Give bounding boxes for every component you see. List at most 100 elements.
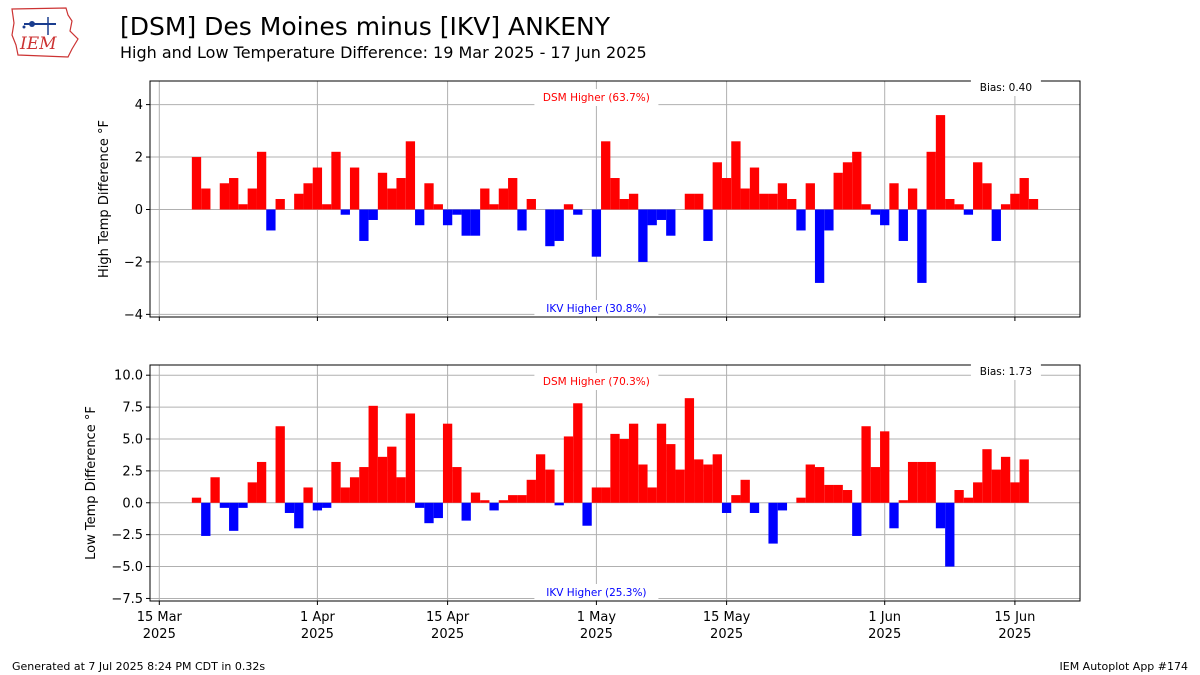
bar-positive — [1000, 456, 1011, 503]
x-tick-year: 2025 — [143, 627, 176, 642]
bar-positive — [898, 500, 908, 503]
bar-positive — [368, 405, 378, 503]
bar-positive — [880, 431, 890, 503]
bar-positive — [982, 183, 992, 210]
bar-positive — [1010, 482, 1020, 503]
bar-positive — [601, 141, 611, 210]
bar-positive — [647, 487, 657, 503]
bar-positive — [331, 461, 341, 503]
bar-positive — [1019, 178, 1029, 210]
bar-positive — [619, 438, 629, 503]
bar-positive — [591, 487, 602, 503]
bar-positive — [322, 204, 332, 210]
bar-positive — [833, 484, 843, 503]
bar-negative — [945, 502, 955, 567]
y-tick-label: 0 — [135, 203, 143, 218]
bar-negative — [322, 502, 332, 508]
bar-positive — [349, 477, 360, 503]
bar-positive — [907, 188, 918, 210]
bar-positive — [694, 193, 704, 210]
bias-label: Bias: 0.40 — [980, 82, 1032, 94]
bar-positive — [945, 199, 955, 210]
bar-positive — [480, 188, 490, 210]
bar-negative — [591, 209, 602, 257]
bar-positive — [1019, 459, 1029, 503]
bias-label-box — [970, 79, 1041, 96]
x-tick-label: 1 Apr — [300, 610, 336, 625]
bar-positive — [954, 204, 964, 210]
bar-positive — [470, 492, 481, 503]
bar-positive — [238, 204, 248, 210]
bar-positive — [861, 204, 871, 210]
bar-positive — [712, 162, 722, 210]
bar-positive — [256, 461, 267, 503]
bar-positive — [861, 426, 871, 503]
bar-positive — [312, 167, 323, 210]
y-tick-label: 10.0 — [114, 369, 143, 384]
bar-positive — [787, 199, 797, 210]
bar-positive — [935, 115, 946, 210]
bar-positive — [628, 193, 639, 210]
bar-positive — [712, 454, 722, 503]
bar-negative — [359, 209, 369, 241]
pos-label-box — [534, 89, 659, 106]
app-label: IEM Autoplot App #174 — [1059, 660, 1189, 673]
bar-negative — [824, 209, 834, 231]
bar-positive — [731, 495, 741, 503]
bar-negative — [461, 502, 471, 521]
bar-negative — [442, 209, 453, 226]
bar-negative — [554, 209, 564, 241]
bar-positive — [275, 426, 285, 503]
bar-positive — [508, 178, 518, 210]
bar-negative — [266, 209, 276, 231]
bar-positive — [303, 183, 313, 210]
bar-positive — [294, 193, 304, 210]
bar-negative — [666, 209, 676, 236]
bar-negative — [554, 502, 564, 506]
bar-negative — [470, 209, 481, 236]
bar-positive — [694, 459, 704, 503]
bar-negative — [517, 209, 527, 231]
bar-positive — [433, 204, 443, 210]
bar-positive — [973, 162, 983, 210]
bar-positive — [1010, 193, 1020, 210]
bar-positive — [349, 167, 360, 210]
neg-label-box — [534, 300, 659, 316]
bar-negative — [545, 209, 555, 247]
bar-positive — [275, 199, 285, 210]
bias-label: Bias: 1.73 — [980, 366, 1032, 378]
bar-positive — [377, 172, 388, 210]
bar-positive — [954, 490, 964, 503]
bar-negative — [647, 209, 657, 226]
bar-positive — [907, 461, 918, 503]
x-tick-year: 2025 — [431, 627, 464, 642]
bar-negative — [340, 209, 350, 215]
pos-share-label: DSM Higher (63.7%) — [543, 92, 650, 104]
bar-positive — [303, 487, 313, 503]
bar-positive — [759, 193, 769, 210]
x-tick-year: 2025 — [998, 627, 1031, 642]
bar-positive — [675, 469, 685, 503]
bar-negative — [229, 502, 239, 531]
bias-label-box — [970, 363, 1041, 380]
bar-negative — [852, 502, 862, 536]
y-tick-label: 2 — [135, 151, 143, 166]
bar-negative — [880, 209, 890, 226]
x-tick-label: 15 May — [703, 610, 751, 625]
bar-positive — [684, 193, 695, 210]
bar-negative — [796, 209, 806, 231]
bar-positive — [721, 178, 732, 210]
bar-positive — [777, 183, 788, 210]
y-tick-label: −5.0 — [111, 560, 143, 575]
bar-positive — [480, 500, 490, 503]
y-tick-label: −4 — [124, 308, 143, 323]
logo-text: IEM — [19, 34, 57, 54]
bar-negative — [489, 502, 499, 511]
bar-positive — [405, 413, 416, 503]
bar-positive — [703, 464, 713, 503]
x-tick-year: 2025 — [301, 627, 334, 642]
bar-positive — [498, 500, 509, 503]
bar-positive — [601, 487, 611, 503]
bar-positive — [526, 479, 536, 503]
